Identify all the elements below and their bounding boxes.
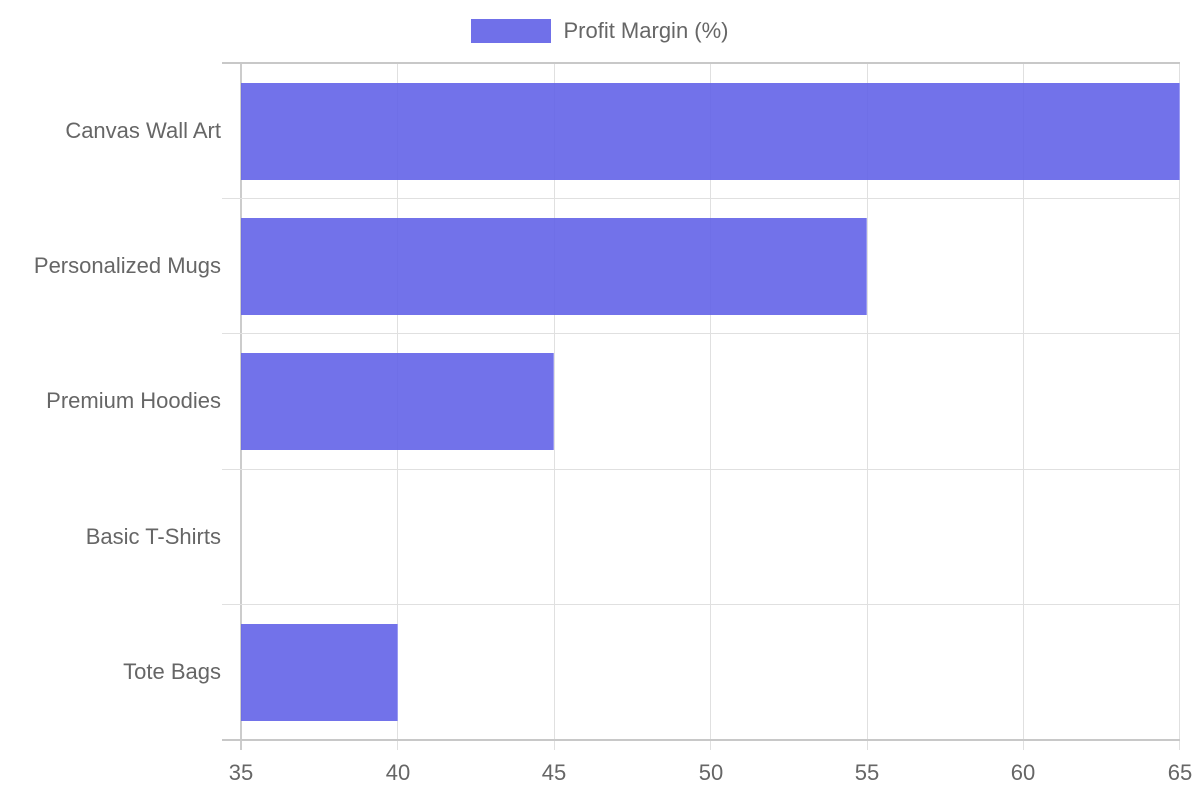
row-separator	[222, 469, 1180, 470]
gridline-45	[554, 63, 555, 750]
row-separator	[222, 198, 1180, 199]
legend-swatch[interactable]	[471, 19, 552, 43]
chart-legend: Profit Margin (%)	[0, 18, 1200, 44]
plot-area	[222, 62, 1180, 750]
legend-label[interactable]: Profit Margin (%)	[563, 18, 729, 43]
y-label: Premium Hoodies	[46, 388, 221, 413]
y-label: Personalized Mugs	[33, 253, 221, 278]
x-tick: 50	[698, 760, 724, 785]
y-label: Basic T-Shirts	[85, 524, 221, 549]
x-tick: 45	[541, 760, 567, 785]
bar-canvas-wall-art[interactable]	[241, 83, 1180, 180]
x-tick: 40	[385, 760, 411, 785]
bar-personalized-mugs[interactable]	[241, 218, 867, 315]
x-axis-line	[222, 739, 1180, 741]
x-tick: 65	[1167, 760, 1193, 785]
gridline-50	[710, 63, 711, 750]
gridline-55	[867, 63, 868, 750]
bar-premium-hoodies[interactable]	[241, 353, 554, 450]
row-separator	[222, 333, 1180, 334]
y-label: Tote Bags	[123, 659, 221, 684]
gridline-65	[1179, 63, 1180, 750]
bar-tote-bags[interactable]	[241, 624, 398, 721]
x-tick: 35	[228, 760, 254, 785]
y-label: Canvas Wall Art	[65, 118, 221, 143]
row-separator	[222, 604, 1180, 605]
x-tick: 55	[854, 760, 880, 785]
gridline-60	[1023, 63, 1024, 750]
x-tick: 60	[1010, 760, 1036, 785]
top-border	[222, 62, 1180, 64]
